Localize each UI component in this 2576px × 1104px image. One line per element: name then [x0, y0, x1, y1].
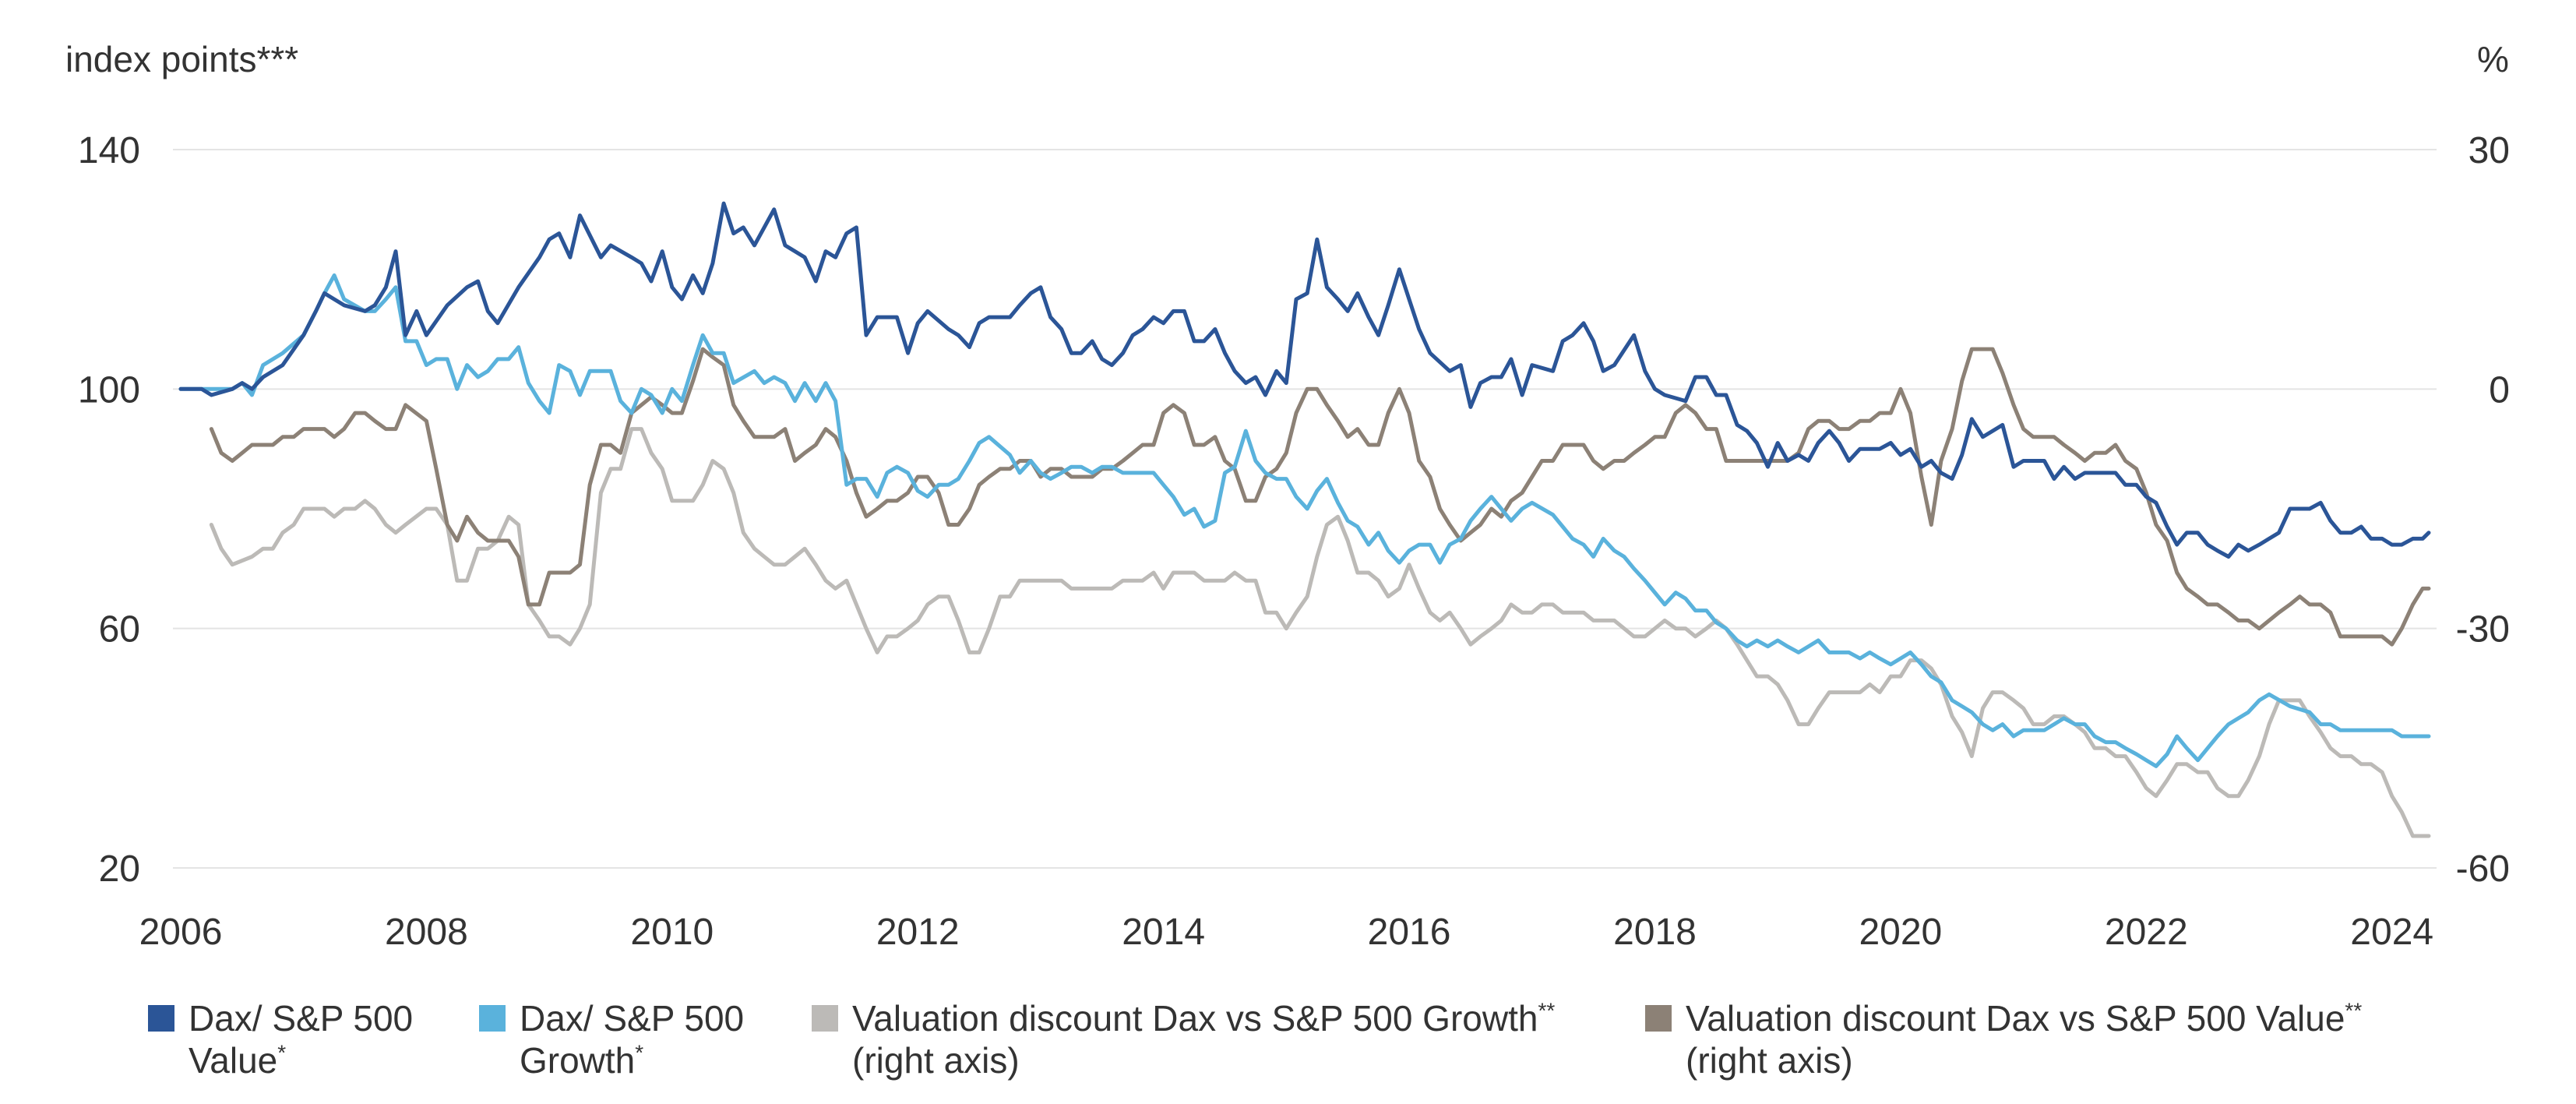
legend-item-dax-sp500-growth: Dax/ S&P 500 Growth*: [479, 997, 744, 1081]
y-left-tick-100: 100: [78, 369, 140, 411]
x-tick-2020: 2020: [1859, 912, 1942, 953]
x-tick-2014: 2014: [1122, 912, 1205, 953]
legend-label-discount-growth: Valuation discount Dax vs S&P 500 Growth…: [852, 998, 1556, 1081]
series-line-1: [178, 273, 2431, 768]
series-line-3: [209, 347, 2431, 647]
legend-label-value: Dax/ S&P 500 Value*: [189, 998, 414, 1081]
legend-item-discount-growth: Valuation discount Dax vs S&P 500 Growth…: [812, 997, 1555, 1081]
legend-item-dax-sp500-value: Dax/ S&P 500 Value*: [148, 997, 413, 1081]
x-tick-2010: 2010: [630, 912, 714, 953]
y-right-tick-0: 0: [2489, 369, 2510, 411]
y-right-tick--60: -60: [2456, 848, 2510, 890]
left-axis-unit: index points***: [65, 39, 298, 79]
series-lines: [178, 201, 2431, 838]
legend-swatch-discount-growth: [812, 1005, 838, 1032]
x-tick-2008: 2008: [385, 912, 468, 953]
left-y-tick-labels: 140 100 60 20: [78, 130, 140, 890]
x-tick-2012: 2012: [876, 912, 960, 953]
chart: index points*** % 140 100 60 20 30 0 -30 -60 2…: [65, 39, 2510, 953]
right-axis-unit: %: [2477, 39, 2509, 79]
legend-swatch-discount-value: [1645, 1005, 1672, 1032]
x-tick-2016: 2016: [1368, 912, 1451, 953]
y-left-tick-140: 140: [78, 130, 140, 171]
y-left-tick-60: 60: [99, 609, 140, 651]
x-tick-labels: 2006 2008 2010 2012 2014 2016 2018 2020 2022 2024: [139, 912, 2433, 953]
y-right-tick--30: -30: [2456, 609, 2510, 651]
gridlines: [173, 149, 2437, 869]
legend-swatch-value: [148, 1005, 174, 1032]
y-left-tick-20: 20: [99, 848, 140, 890]
x-tick-2024: 2024: [2350, 912, 2433, 953]
legend-item-discount-value: Valuation discount Dax vs S&P 500 Value*…: [1645, 997, 2362, 1081]
legend-label-growth: Dax/ S&P 500 Growth*: [520, 998, 745, 1081]
x-tick-2018: 2018: [1613, 912, 1697, 953]
right-y-tick-labels: 30 0 -30 -60: [2456, 130, 2510, 890]
series-line-2: [209, 427, 2431, 838]
x-tick-2006: 2006: [139, 912, 223, 953]
y-right-tick-30: 30: [2469, 130, 2510, 171]
legend-swatch-growth: [479, 1005, 506, 1032]
legend: Dax/ S&P 500 Value* Dax/ S&P 500 Growth* V…: [148, 997, 2500, 1099]
x-tick-2022: 2022: [2105, 912, 2188, 953]
legend-label-discount-value: Valuation discount Dax vs S&P 500 Value*…: [1686, 998, 2363, 1081]
series-line-0: [178, 201, 2431, 559]
